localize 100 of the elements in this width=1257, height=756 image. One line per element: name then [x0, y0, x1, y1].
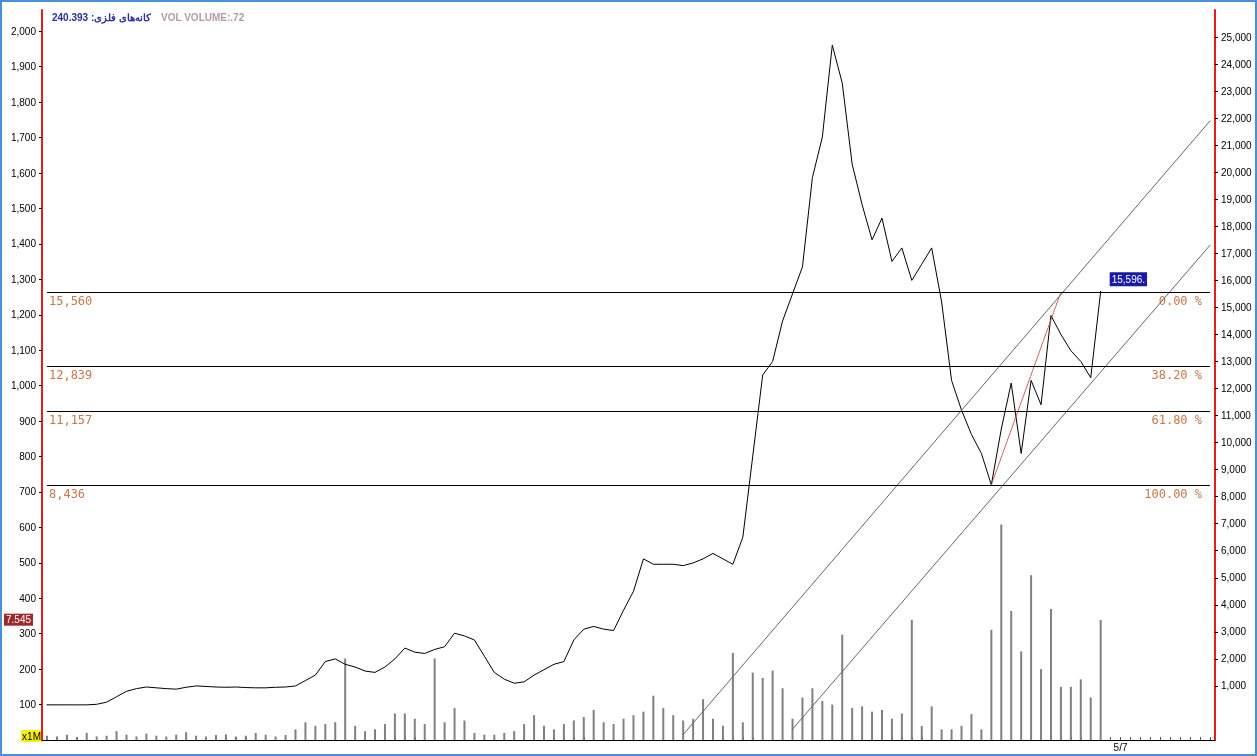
- y2-tick-label: 22,000: [1221, 112, 1253, 124]
- bar: [682, 720, 685, 740]
- y2-tick-label: 9,000: [1221, 464, 1247, 476]
- bar: [801, 697, 804, 740]
- y2-tick-label: 25,000: [1221, 31, 1253, 43]
- bar: [662, 708, 665, 740]
- bar: [582, 716, 585, 740]
- y2-tick-label: 4,000: [1221, 599, 1247, 611]
- bar: [861, 706, 864, 740]
- bar: [1049, 608, 1052, 740]
- y-tick-label: 1,100: [10, 344, 37, 356]
- bar: [841, 634, 844, 740]
- y2-tick-label: 18,000: [1221, 220, 1253, 232]
- bar: [443, 722, 446, 740]
- bar: [712, 718, 714, 740]
- y-tick-label: 1,700: [10, 132, 37, 144]
- y2-tick-label: 8,000: [1221, 491, 1247, 503]
- y2-tick-label: 24,000: [1221, 58, 1253, 70]
- bar: [383, 724, 386, 740]
- bar: [851, 708, 854, 740]
- bar: [1079, 679, 1082, 740]
- y-tick-label: 800: [19, 451, 37, 462]
- bar: [503, 732, 506, 740]
- bar: [562, 724, 565, 740]
- y2-tick-label: 1,000: [1221, 680, 1247, 692]
- bar: [572, 720, 575, 740]
- bar: [781, 688, 784, 740]
- y-tick-label: 900: [19, 415, 37, 427]
- y2-tick-label: 14,000: [1221, 328, 1253, 340]
- bar: [523, 724, 526, 740]
- ref-line-label: 15,560: [48, 294, 93, 309]
- y-tick-label: 600: [19, 521, 37, 533]
- bar: [980, 729, 983, 740]
- chart-title: کانه‌های فلزی: 240.393: [52, 11, 152, 24]
- bar: [1020, 651, 1023, 740]
- annotation: 100.00 %: [1144, 486, 1203, 501]
- annotation: 0.00 %: [1158, 294, 1203, 309]
- bar: [900, 713, 903, 740]
- bar: [721, 725, 724, 740]
- bar: [85, 732, 88, 740]
- y2-tick-label: 7,000: [1221, 518, 1247, 530]
- bar: [831, 704, 834, 740]
- bar: [254, 732, 257, 740]
- bar: [433, 658, 436, 740]
- bar: [920, 725, 923, 740]
- annotation: 61.80 %: [1151, 413, 1203, 428]
- y-tick-label: 1,000: [10, 380, 37, 392]
- bar: [622, 718, 625, 740]
- bar: [970, 714, 973, 740]
- bar: [751, 672, 754, 740]
- bar: [642, 711, 645, 740]
- bar: [1030, 575, 1033, 740]
- bar: [1069, 686, 1072, 740]
- bar: [543, 725, 545, 740]
- bar: [811, 688, 814, 740]
- bar: [602, 722, 605, 740]
- y2-tick-label: 21,000: [1221, 139, 1253, 151]
- y-tick-label: 1,600: [10, 167, 37, 179]
- y-tick-label: 1,400: [10, 238, 37, 250]
- y-tick-label: 1,200: [10, 309, 37, 321]
- bar: [960, 725, 963, 740]
- bar: [463, 720, 466, 740]
- bar: [513, 731, 516, 740]
- bar: [304, 722, 307, 740]
- x-tick-label: 5/7: [1113, 741, 1128, 753]
- y-tick-label: 700: [19, 486, 37, 498]
- bar: [423, 724, 426, 740]
- bar: [741, 722, 744, 740]
- ref-line-label: 12,839: [48, 367, 93, 382]
- y-tick-label: 1,500: [10, 202, 37, 214]
- y2-tick-label: 11,000: [1221, 410, 1252, 422]
- bar: [1040, 669, 1043, 740]
- y2-tick-label: 12,000: [1221, 383, 1253, 395]
- bar: [821, 701, 824, 740]
- bar: [344, 658, 347, 740]
- bar: [1089, 697, 1092, 740]
- y2-tick-label: 2,000: [1221, 653, 1247, 665]
- bar: [871, 711, 874, 740]
- y-axis-title: x1M: [22, 730, 41, 742]
- y2-tick-label: 13,000: [1221, 355, 1253, 367]
- ref-line-label: 8,436: [48, 486, 86, 501]
- y2-tick-label: 19,000: [1221, 193, 1253, 205]
- bar: [910, 619, 913, 740]
- bar: [314, 725, 317, 740]
- bar: [115, 731, 118, 740]
- y2-tick-label: 23,000: [1221, 85, 1253, 97]
- chart-subtitle: VOL VOLUME:.72: [161, 11, 245, 23]
- bar: [1099, 619, 1102, 740]
- y2-tick-label: 20,000: [1221, 166, 1253, 178]
- bar: [880, 709, 883, 740]
- bar: [761, 677, 764, 740]
- bar: [990, 629, 993, 740]
- y-tick-label: 100: [19, 699, 37, 711]
- y-tick-label: 1,300: [10, 273, 37, 285]
- bar: [453, 708, 456, 740]
- y2-tick-label: 3,000: [1221, 626, 1247, 638]
- bar: [185, 732, 188, 740]
- y-tick-label: 300: [19, 628, 37, 640]
- bar: [702, 699, 705, 740]
- bar: [612, 724, 615, 740]
